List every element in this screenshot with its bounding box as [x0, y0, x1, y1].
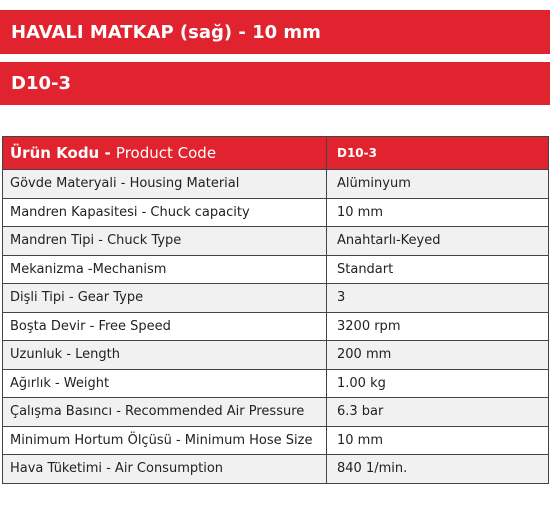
table-row: Ağırlık - Weight 1.00 kg	[2, 368, 549, 398]
spec-label: Çalışma Basıncı - Recommended Air Pressu…	[2, 397, 327, 427]
spec-label: Mandren Tipi - Chuck Type	[2, 226, 327, 256]
table-row: Mekanizma -Mechanism Standart	[2, 254, 549, 284]
header-label-regular: Product Code	[115, 144, 217, 162]
spec-value: 10 mm	[326, 197, 549, 227]
table-row: Minimum Hortum Ölçüsü - Minimum Hose Siz…	[2, 425, 549, 455]
spec-table: Ürün Kodu - Product Code D10-3 Gövde Mat…	[2, 136, 549, 484]
product-title-banner: HAVALI MATKAP (sağ) - 10 mm	[0, 10, 550, 54]
spec-label: Uzunluk - Length	[2, 340, 327, 370]
spec-value: Anahtarlı-Keyed	[326, 226, 549, 256]
spec-label: Minimum Hortum Ölçüsü - Minimum Hose Siz…	[2, 425, 327, 455]
table-row: Çalışma Basıncı - Recommended Air Pressu…	[2, 397, 549, 427]
spec-value: 3	[326, 283, 549, 313]
header-value: D10-3	[326, 136, 549, 170]
product-code-banner: D10-3	[0, 62, 550, 105]
spec-value: 840 1/min.	[326, 454, 549, 484]
spec-label: Boşta Devir - Free Speed	[2, 311, 327, 341]
table-row: Uzunluk - Length 200 mm	[2, 340, 549, 370]
table-row: Mandren Tipi - Chuck Type Anahtarlı-Keyed	[2, 226, 549, 256]
table-row: Hava Tüketimi - Air Consumption 840 1/min…	[2, 454, 549, 484]
product-code: D10-3	[11, 73, 71, 94]
spec-label: Gövde Materyali - Housing Material	[2, 169, 327, 199]
table-row: Gövde Materyali - Housing Material Alümin…	[2, 169, 549, 199]
spec-value: 1.00 kg	[326, 368, 549, 398]
header-label: Ürün Kodu - Product Code	[2, 136, 327, 170]
spec-value: Alüminyum	[326, 169, 549, 199]
spec-label: Hava Tüketimi - Air Consumption	[2, 454, 327, 484]
spec-label: Dişli Tipi - Gear Type	[2, 283, 327, 313]
product-title: HAVALI MATKAP (sağ) - 10 mm	[11, 21, 321, 43]
spec-value: 6.3 bar	[326, 397, 549, 427]
spec-label: Mekanizma -Mechanism	[2, 254, 327, 284]
table-row: Dişli Tipi - Gear Type 3	[2, 283, 549, 313]
spec-value: 200 mm	[326, 340, 549, 370]
header-label-bold: Ürün Kodu -	[10, 144, 116, 162]
spec-value: 10 mm	[326, 425, 549, 455]
spec-value: 3200 rpm	[326, 311, 549, 341]
table-row: Boşta Devir - Free Speed 3200 rpm	[2, 311, 549, 341]
spec-table-header: Ürün Kodu - Product Code D10-3	[2, 136, 549, 170]
spec-value: Standart	[326, 254, 549, 284]
table-row: Mandren Kapasitesi - Chuck capacity 10 mm	[2, 197, 549, 227]
spec-label: Ağırlık - Weight	[2, 368, 327, 398]
spec-label: Mandren Kapasitesi - Chuck capacity	[2, 197, 327, 227]
